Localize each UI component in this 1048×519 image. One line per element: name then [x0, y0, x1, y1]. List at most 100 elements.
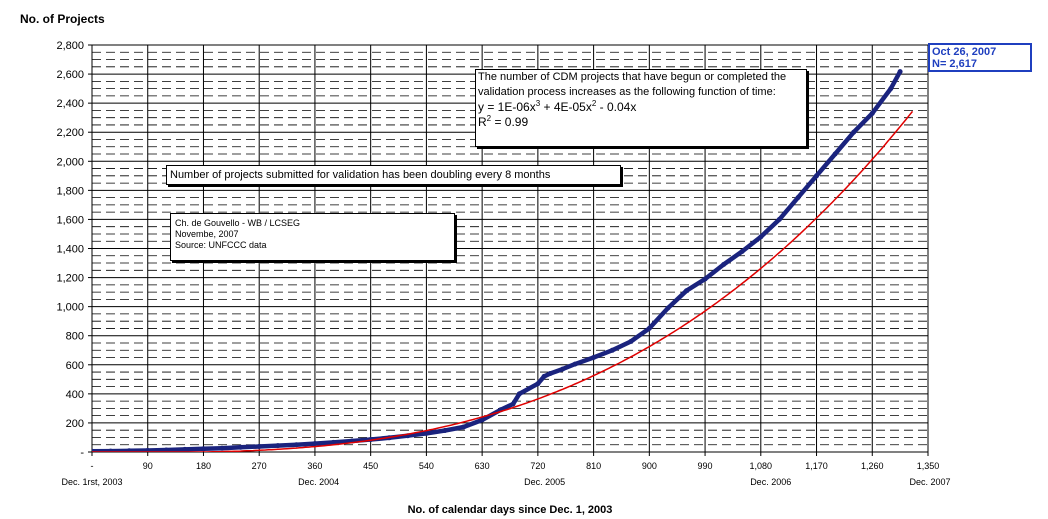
y-tick-label: 2,600 [56, 69, 84, 81]
last-point-count: N= 2,617 [932, 58, 977, 70]
observed-point [888, 86, 894, 92]
equation-line-2: validation process increases as the foll… [478, 86, 776, 98]
observed-point [535, 381, 541, 387]
y-tick-label: 1,800 [56, 185, 84, 197]
observed-point [814, 173, 819, 179]
equation-r-squared: R2 = 0.99 [478, 114, 529, 130]
trend-line [92, 110, 914, 452]
observed-point [275, 443, 281, 449]
x-tick-label: 90 [143, 461, 153, 471]
y-tick-label: 2,200 [56, 127, 84, 139]
y-tick-label: 1,600 [56, 214, 84, 226]
observed-point [108, 448, 114, 452]
observed-point [665, 305, 671, 311]
observed-point [238, 444, 244, 450]
observed-series-line [92, 69, 903, 452]
last-point-date: Oct 26, 2007 [932, 46, 997, 58]
x-axis-ticks: - 90 180 270 360 450 540 630 720 810 900 990 1,080 1,… [91, 452, 940, 471]
x-tick-label: 270 [252, 461, 267, 471]
y-tick-label: 2,800 [56, 40, 84, 52]
observed-point [442, 428, 448, 433]
date-label: Dec. 2006 [750, 477, 791, 487]
y-tick-label: 1,400 [56, 244, 84, 256]
observed-point [851, 129, 857, 135]
observed-point [293, 442, 299, 448]
date-label: Dec. 2007 [909, 477, 950, 487]
x-tick-label: 1,170 [805, 461, 828, 471]
observed-point [312, 441, 318, 447]
observed-point [510, 401, 516, 407]
observed-point [126, 448, 132, 452]
x-tick-label: 450 [363, 461, 378, 471]
observed-point [609, 347, 615, 353]
author-line-1: Ch. de Gouvello - WB / LCSEG [175, 218, 301, 228]
observed-point [832, 151, 838, 157]
x-tick-label: 990 [698, 461, 713, 471]
author-line-2: Novembe, 2007 [175, 229, 239, 239]
y-tick-label: 1,200 [56, 273, 84, 285]
observed-point [145, 448, 151, 452]
observed-point [182, 446, 188, 452]
date-labels: Dec. 1rst, 2003 Dec. 2004 Dec. 2005 Dec. 20… [61, 477, 950, 487]
observed-point [572, 361, 578, 367]
observed-point [461, 424, 467, 430]
y-tick-label: 800 [66, 331, 84, 343]
x-tick-label: 810 [586, 461, 601, 471]
y-tick-label: 2,400 [56, 98, 84, 110]
observed-point [201, 446, 206, 452]
equation-formula: y = 1E-06x3 + 4E-05x2 - 0.04x [478, 99, 637, 115]
x-axis-title: No. of calendar days since Dec. 1, 2003 [408, 504, 613, 516]
observed-point [646, 325, 652, 331]
x-tick-label: 720 [530, 461, 545, 471]
x-tick-label: 1,260 [861, 461, 884, 471]
date-label: Dec. 1rst, 2003 [61, 477, 122, 487]
observed-point [758, 234, 764, 240]
observed-point [739, 248, 745, 254]
observed-point [256, 444, 262, 449]
y-tick-label: 1,000 [56, 302, 84, 314]
x-tick-label: - [91, 461, 94, 471]
doubling-annotation: Number of projects submitted for validat… [166, 165, 621, 185]
date-label: Dec. 2004 [298, 477, 339, 487]
x-tick-label: 180 [196, 461, 211, 471]
date-label: Dec. 2005 [524, 477, 565, 487]
x-tick-label: 1,080 [750, 461, 773, 471]
observed-point [479, 417, 485, 423]
observed-point [219, 445, 225, 451]
observed-point [92, 448, 95, 452]
x-tick-label: 630 [475, 461, 490, 471]
y-tick-label: - [80, 447, 84, 459]
observed-point [628, 339, 634, 344]
observed-point [423, 430, 429, 436]
observed-point [795, 195, 801, 201]
equation-annotation: The number of CDM projects that have beg… [475, 69, 807, 147]
chart-series [92, 69, 914, 452]
x-tick-label: 540 [419, 461, 434, 471]
observed-point [560, 366, 566, 372]
x-tick-label: 360 [307, 461, 322, 471]
observed-point [776, 216, 782, 222]
observed-point [897, 69, 903, 75]
author-line-3: Source: UNFCCC data [175, 240, 267, 250]
author-annotation: Ch. de Gouvello - WB / LCSEG Novembe, 20… [170, 213, 455, 261]
observed-point [541, 373, 547, 379]
x-tick-label: 900 [642, 461, 657, 471]
y-tick-label: 400 [66, 389, 84, 401]
observed-point [591, 355, 597, 360]
y-axis-ticks: - 200 400 600 800 1,000 1,200 1,400 1,600 1,800 2,… [56, 40, 92, 459]
observed-point [684, 288, 689, 294]
observed-point [516, 391, 522, 397]
observed-point [163, 447, 169, 452]
y-tick-label: 2,000 [56, 156, 84, 168]
observed-point [869, 110, 875, 116]
x-tick-label: 1,350 [917, 461, 940, 471]
observed-point [547, 371, 553, 376]
y-tick-label: 600 [66, 360, 84, 372]
observed-point [702, 276, 708, 282]
last-point-annotation: Oct 26, 2007 N= 2,617 [928, 43, 1032, 72]
y-tick-label: 200 [66, 418, 84, 430]
observed-point [331, 439, 336, 445]
observed-point [721, 262, 727, 267]
equation-line-1: The number of CDM projects that have beg… [478, 71, 787, 83]
y-axis-title: No. of Projects [20, 12, 105, 26]
